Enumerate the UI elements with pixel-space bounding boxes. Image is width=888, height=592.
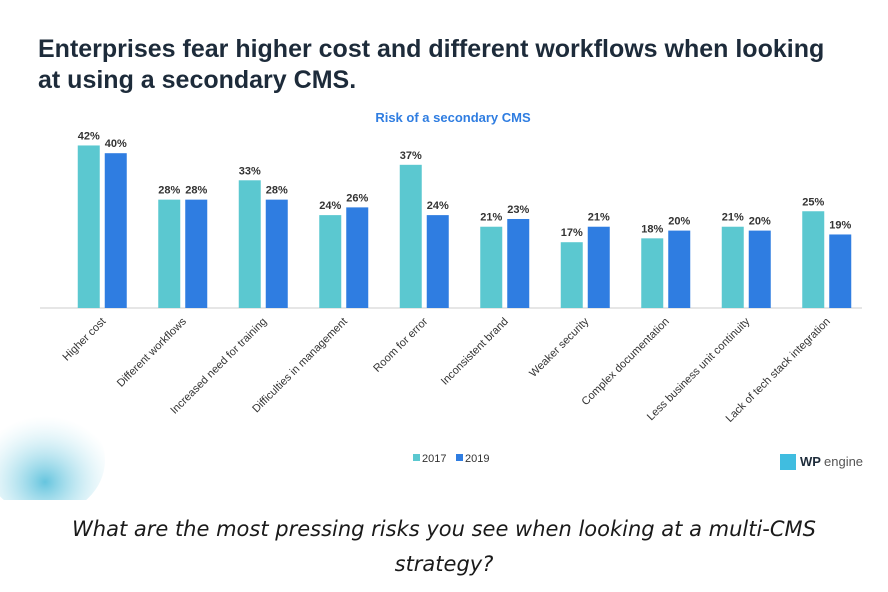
value-label: 28% (158, 185, 180, 197)
decoration (0, 405, 105, 500)
bar (721, 226, 744, 308)
bar (238, 180, 261, 308)
bar (507, 218, 530, 308)
bar (748, 230, 771, 308)
value-label: 21% (722, 212, 744, 224)
bar (587, 226, 610, 308)
legend-label: 2019 (465, 453, 489, 465)
bar (641, 238, 664, 308)
logo-text: engine (824, 454, 863, 469)
bar (104, 153, 127, 308)
x-tick-label: Room for error (371, 315, 430, 374)
bar (668, 230, 691, 308)
x-tick-label: Complex documentation (580, 316, 672, 408)
legend-label: 2017 (422, 453, 446, 465)
x-tick-label: Inconsistent brand (439, 316, 511, 388)
value-label: 24% (427, 200, 449, 212)
logo: WP engine (780, 454, 863, 470)
value-label: 37% (400, 150, 422, 162)
chart-title: Risk of a secondary CMS (375, 110, 531, 125)
value-label: 40% (105, 138, 127, 150)
bar (77, 145, 100, 308)
value-label: 23% (507, 204, 529, 216)
x-tick-label: Different workflows (115, 315, 189, 389)
value-label: 21% (480, 212, 502, 224)
value-label: 21% (588, 212, 610, 224)
x-tick-label: Higher cost (61, 316, 109, 364)
caption: What are the most pressing risks you see… (72, 517, 816, 576)
bar (265, 199, 288, 308)
bar (560, 242, 583, 308)
bar (185, 199, 208, 308)
logo-mark: WP (800, 454, 821, 469)
bar (158, 199, 181, 308)
value-label: 28% (266, 185, 288, 197)
value-label: 42% (78, 130, 100, 142)
bar (426, 215, 449, 308)
value-label: 20% (668, 216, 690, 228)
value-label: 20% (749, 216, 771, 228)
bar (802, 211, 825, 308)
logo-icon (780, 454, 796, 470)
value-label: 26% (346, 192, 368, 204)
x-tick-label: Weaker security (527, 315, 591, 379)
bar (319, 215, 342, 308)
value-label: 17% (561, 227, 583, 239)
bar (399, 164, 422, 308)
value-label: 19% (829, 219, 851, 231)
value-label: 28% (185, 185, 207, 197)
value-label: 25% (802, 196, 824, 208)
bar (346, 207, 369, 308)
chart: Risk of a secondary CMS WP engine 42% 40%… (0, 110, 863, 500)
value-label: 24% (319, 200, 341, 212)
legend-swatch (456, 454, 463, 461)
legend-swatch (413, 454, 420, 461)
x-tick-label: Difficulties in management (250, 316, 350, 416)
bar (829, 234, 852, 308)
value-label: 33% (239, 165, 261, 177)
value-label: 18% (641, 223, 663, 235)
bar (480, 226, 503, 308)
slide-heading: Enterprises fear higher cost and differe… (38, 35, 825, 94)
